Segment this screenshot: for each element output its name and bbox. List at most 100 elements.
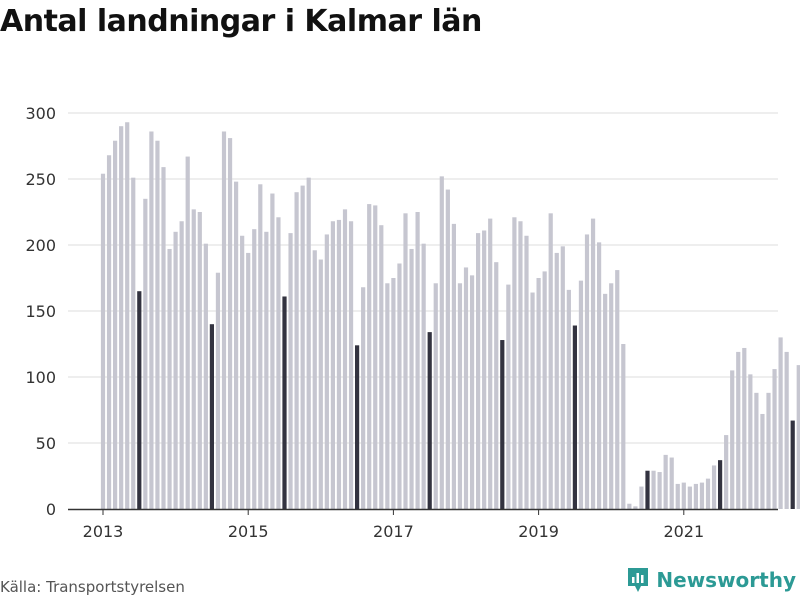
bar [294, 192, 299, 509]
bar [409, 248, 414, 509]
bar [724, 435, 729, 509]
y-axis-ticks: 0 50 100 150 200 250 300 [25, 104, 56, 519]
bar [385, 283, 390, 509]
bar [113, 140, 118, 509]
bars [100, 122, 800, 510]
x-tick-label: 2021 [663, 522, 704, 541]
bar [651, 470, 656, 509]
bar [615, 270, 620, 509]
bar [796, 365, 800, 509]
bar [348, 221, 354, 510]
bar [379, 225, 384, 509]
bar [330, 221, 335, 510]
bar [482, 230, 487, 510]
y-tick-label: 50 [36, 434, 56, 453]
bar [584, 234, 590, 509]
bar [439, 176, 444, 510]
bar [155, 140, 160, 509]
bar [234, 181, 239, 509]
bar [524, 235, 529, 509]
bar [560, 246, 565, 509]
bar [167, 248, 172, 509]
bar [699, 482, 705, 509]
bar [185, 156, 190, 509]
bar [742, 347, 747, 509]
source-label: Källa: Transportstyrelsen [0, 578, 185, 596]
bar [554, 252, 559, 510]
bar [469, 275, 475, 509]
bar [215, 272, 221, 509]
bar [373, 205, 378, 509]
bar [355, 345, 360, 509]
bar [161, 167, 166, 509]
bar [711, 465, 717, 509]
bar [397, 263, 402, 509]
bar [736, 351, 741, 509]
bar [627, 503, 632, 509]
y-tick-label: 0 [46, 500, 56, 519]
bar [252, 229, 257, 509]
bar [518, 221, 523, 510]
bar [681, 482, 686, 509]
y-tick-label: 300 [25, 104, 56, 123]
bar [282, 296, 287, 509]
bar [143, 198, 148, 510]
x-axis-ticks: 201320152017201920212023 [83, 509, 704, 541]
bar [748, 374, 753, 509]
bar [451, 223, 456, 509]
bar [548, 213, 553, 509]
bar [209, 324, 214, 509]
bar [149, 131, 154, 510]
x-tick-label: 2019 [518, 522, 559, 541]
bar [609, 283, 614, 509]
bar [258, 184, 263, 509]
bar [270, 193, 275, 509]
bar [790, 420, 795, 509]
bar [590, 218, 596, 509]
bar [597, 242, 602, 510]
bar [778, 337, 783, 509]
bar [633, 506, 638, 509]
bar [675, 483, 680, 509]
bar [197, 212, 202, 509]
bar [421, 243, 426, 509]
x-tick-label: 2015 [228, 522, 269, 541]
bar [137, 291, 142, 509]
bar [179, 221, 184, 510]
bar [488, 218, 493, 509]
bar [312, 250, 317, 509]
bar [512, 217, 517, 509]
bar [203, 243, 208, 509]
bar [119, 126, 124, 509]
bar [125, 122, 130, 510]
bar [300, 185, 305, 509]
bar [772, 369, 777, 509]
bar [494, 262, 499, 509]
bar [669, 457, 674, 509]
bar [645, 470, 650, 509]
bar [131, 177, 136, 509]
bar [657, 472, 662, 509]
bar [572, 325, 577, 509]
bar [542, 271, 547, 509]
bar [766, 392, 771, 509]
bar [457, 283, 463, 509]
chart-title: Antal landningar i Kalmar län [0, 4, 482, 39]
newsworthy-logo-icon [628, 568, 649, 592]
bar [784, 351, 789, 509]
bar [445, 189, 450, 509]
y-tick-label: 200 [25, 236, 56, 255]
bar [264, 231, 269, 510]
bar [367, 204, 372, 509]
y-tick-label: 100 [25, 368, 56, 387]
bar [760, 413, 765, 509]
bar [730, 370, 735, 509]
bar [246, 252, 251, 510]
y-tick-label: 150 [25, 302, 56, 321]
bar [530, 292, 535, 509]
bar [324, 234, 329, 509]
bar [227, 138, 233, 509]
bar [288, 233, 293, 509]
bar [500, 340, 505, 509]
bar [106, 155, 112, 510]
